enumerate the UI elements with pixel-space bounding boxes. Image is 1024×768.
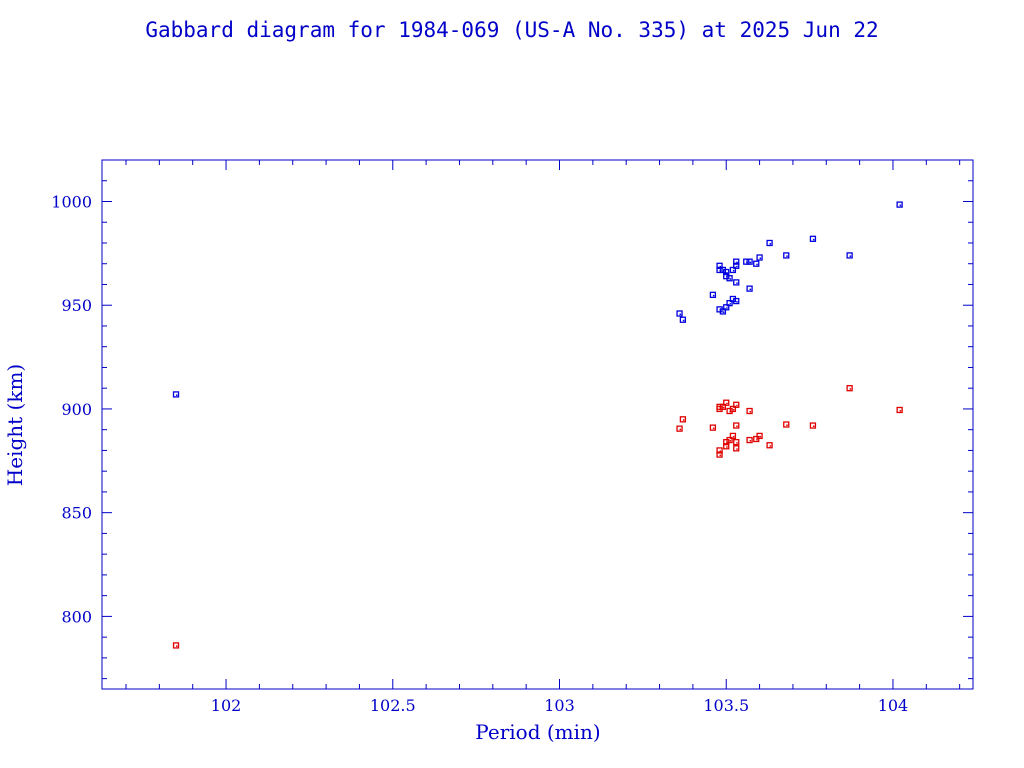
perigee-point [172,642,180,649]
y-tick-label: 950 [61,296,92,315]
y-tick-label: 800 [61,607,92,626]
apogee-point [709,291,717,298]
apogee-point [753,260,760,267]
perigee-point [783,421,790,428]
perigee-point [723,399,730,406]
perigee-point [716,447,723,454]
apogee-point [172,391,180,398]
perigee-point [896,406,903,414]
x-tick-label: 104 [878,696,909,715]
apogee-point [896,201,903,208]
apogee-point [723,268,730,276]
perigee-point [726,407,733,415]
apogee-point [733,262,740,269]
x-tick-label: 103 [544,696,575,715]
axis-ticks [102,159,973,689]
apogee-point [783,252,790,259]
perigee-point [809,422,817,429]
apogee-point [726,275,733,282]
perigee-point [746,407,753,415]
apogee-point [726,299,733,307]
y-tick-label: 900 [61,400,92,419]
x-axis-label: Period (min) [475,720,600,744]
apogee-point [809,235,817,242]
apogee-point [846,252,853,259]
apogee-point [729,266,737,274]
apogee-point [743,258,750,265]
y-tick-label: 850 [61,504,92,523]
perigee-point [679,416,687,423]
perigee-point [753,435,760,443]
y-tick-labels: 800 850 900 950 1000 [51,192,92,626]
apogee-point [719,308,727,315]
x-tick-label: 102.5 [370,696,416,715]
apogee-point [756,254,763,261]
apogee-point [729,295,737,303]
perigee-point [676,425,683,432]
perigee-point [733,445,740,452]
apogee-point [733,279,740,286]
perigee-point [726,436,733,444]
apogee-point [716,262,723,269]
perigee-point [733,422,740,429]
apogee-point [733,258,740,265]
apogee-point [766,239,773,247]
chart-title: Gabbard diagram for 1984-069 (US-A No. 3… [145,18,878,42]
perigee-point [733,401,740,408]
perigee-point [846,385,853,392]
apogee-point [723,304,730,311]
y-tick-label: 1000 [51,192,92,211]
y-axis-label: Height (km) [3,364,27,486]
plot-frame [101,159,974,690]
perigee-point [716,451,723,458]
perigee-point [766,442,773,449]
apogee-point [746,285,753,292]
perigee-point [716,403,723,411]
x-tick-label: 102 [211,696,242,715]
perigee-point [746,436,753,444]
perigee-point [709,424,717,431]
x-tick-label: 103.5 [703,696,749,715]
data-points [172,201,903,649]
apogee-point [746,258,753,265]
apogee-point [676,310,683,317]
apogee-point [679,316,687,323]
perigee-point [723,443,730,450]
x-tick-labels: 102 102.5 103 103.5 104 [211,696,908,715]
perigee-point [729,432,737,440]
perigee-point [733,438,740,446]
